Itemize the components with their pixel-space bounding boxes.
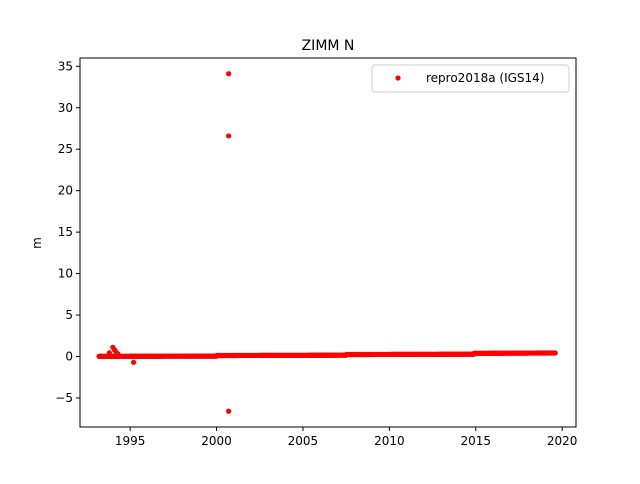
y-tick-label: 30 (58, 101, 73, 115)
x-tick-label: 2015 (460, 434, 491, 448)
data-point-outlier (115, 351, 121, 357)
x-tick-label: 2000 (201, 434, 232, 448)
data-point-outlier (130, 359, 137, 365)
y-tick-label: 5 (65, 308, 73, 322)
legend-label: repro2018a (IGS14) (426, 71, 544, 85)
y-tick-label: 20 (58, 184, 73, 198)
data-point-outlier (226, 408, 232, 414)
data-point-outlier (106, 350, 112, 356)
data-point-outlier (98, 353, 104, 359)
legend-box (371, 64, 570, 93)
plot-frame (79, 57, 577, 428)
y-axis-label: m (30, 237, 44, 249)
x-tick-label: 2005 (288, 434, 319, 448)
chart-title: ZIMM N (302, 38, 355, 54)
legend: repro2018a (IGS14) (371, 64, 570, 93)
data-point (552, 350, 558, 356)
y-tick-label: 10 (58, 267, 73, 281)
y-tick-label: 0 (65, 350, 73, 364)
axes-layer: 1995 2000 2005 2010 2015 2020 −5 0 5 10 15 20 25 30 35 (55, 59, 577, 448)
x-tick-label: 2020 (547, 434, 578, 448)
y-tick-label: −5 (55, 391, 73, 405)
y-tick-label: 35 (58, 59, 73, 73)
data-point-outlier (226, 133, 232, 139)
y-tick-label: 25 (58, 142, 73, 156)
y-tick-label: 15 (58, 225, 73, 239)
x-tick-label: 2010 (374, 434, 405, 448)
x-tick-label: 1995 (115, 434, 146, 448)
data-point-outlier (226, 71, 232, 77)
data-layer (96, 71, 558, 414)
legend-marker (395, 75, 401, 81)
